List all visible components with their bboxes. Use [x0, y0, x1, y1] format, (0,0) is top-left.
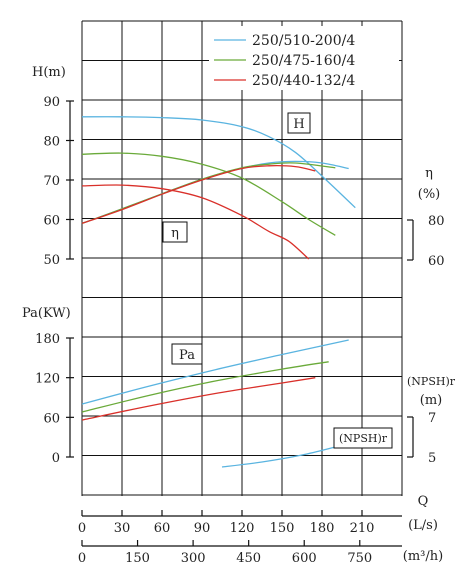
head-axis-tick-label: 90	[43, 95, 60, 110]
annotation-npsh-label: (NPSH)r	[339, 432, 388, 445]
head-axis-tick-label: 60	[43, 214, 60, 229]
head-curve-series-3	[81, 184, 310, 260]
annotation-head-label: H	[293, 117, 304, 132]
x-axis-ls-tick-label: 90	[194, 521, 211, 536]
head-curve-series-2	[81, 152, 336, 236]
power-axis-label: Pa(KW)	[22, 306, 71, 321]
efficiency-curve-series-3	[81, 165, 316, 225]
x-axis-m3h-tick-label: 450	[236, 551, 261, 566]
npsh-axis-tick-label: 7	[428, 411, 436, 426]
power-curve-series-3	[81, 377, 316, 421]
x-axis-m3h-tick-label: 150	[125, 551, 150, 566]
eff-axis-label: η	[425, 166, 433, 181]
x-axis-m3h-tick-label: 300	[181, 551, 206, 566]
annotation-efficiency: η	[162, 221, 188, 243]
head-curve-series-1	[81, 116, 356, 209]
eff-axis-tick-label: 80	[428, 214, 445, 229]
annotation-power-label: Pa	[179, 348, 195, 363]
head-axis-label: H(m)	[32, 65, 66, 80]
legend-label-2: 250/475-160/4	[252, 53, 355, 69]
eff-axis-unit: (%)	[418, 187, 441, 202]
x-axis-m3h-tick-label: 0	[78, 551, 86, 566]
legend-label-1: 250/510-200/4	[252, 33, 355, 49]
annotation-npsh: (NPSH)r	[333, 427, 393, 449]
npsh-axis-unit: (m)	[420, 393, 442, 408]
chart-series	[81, 116, 356, 468]
annotation-head: H	[287, 112, 311, 134]
x-axis-unit-m3h: (m³/h)	[403, 549, 443, 564]
x-axis-ls-tick-label: 120	[230, 521, 255, 536]
npsh-curve-series-1	[221, 446, 336, 468]
power-curve-series-1	[81, 339, 349, 405]
x-axis-ls-tick-label: 180	[310, 521, 335, 536]
chart-grid	[81, 20, 403, 496]
head-axis-tick-label: 50	[43, 253, 60, 268]
annotation-efficiency-label: η	[171, 226, 179, 241]
head-axis-tick-label: 70	[43, 174, 60, 189]
eff-axis-tick-label: 60	[428, 254, 445, 269]
x-axis-label: Q	[418, 494, 429, 509]
head-axis-tick-label: 80	[43, 135, 60, 150]
power-axis-tick-label: 0	[52, 451, 60, 466]
x-axis-ls-tick-label: 210	[350, 521, 375, 536]
legend-box	[209, 26, 399, 90]
efficiency-curve-series-2	[81, 162, 336, 225]
x-axis-ls-tick-label: 30	[114, 521, 131, 536]
power-axis-tick-label: 120	[35, 372, 60, 387]
x-axis-m3h-tick-label: 600	[292, 551, 317, 566]
x-axis-ls-tick-label: 0	[78, 521, 86, 536]
annotation-power: Pa	[171, 343, 203, 365]
npsh-axis-tick-label: 5	[428, 451, 436, 466]
x-axis-unit-ls: (L/s)	[408, 518, 438, 533]
power-axis-tick-label: 180	[35, 332, 60, 347]
x-axis-ls-tick-label: 60	[154, 521, 171, 536]
legend: 250/510-200/4 250/475-160/4 250/440-132/…	[209, 26, 399, 90]
x-axis-m3h-tick-label: 750	[347, 551, 372, 566]
legend-label-3: 250/440-132/4	[252, 73, 355, 89]
npsh-axis-label: (NPSH)r	[407, 375, 456, 388]
power-axis-tick-label: 60	[43, 411, 60, 426]
power-curve-series-2	[81, 361, 329, 413]
x-axis-ls-tick-label: 150	[270, 521, 295, 536]
